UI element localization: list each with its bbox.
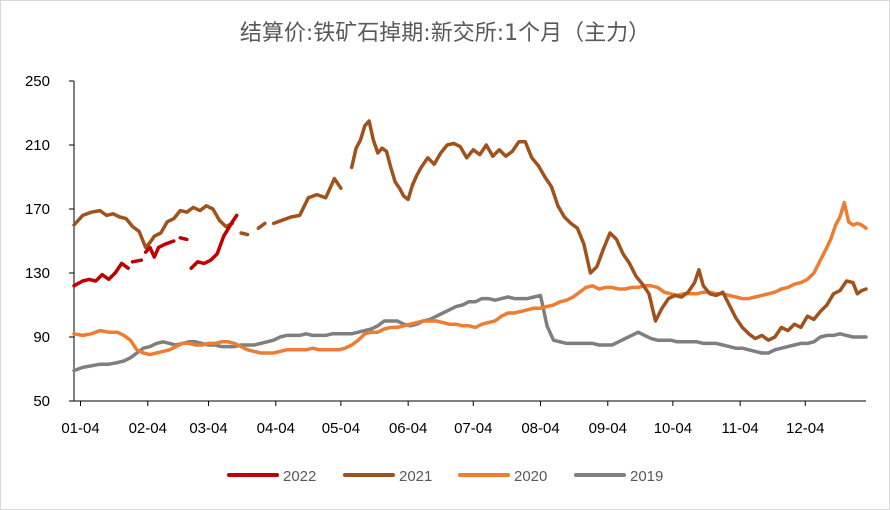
- x-tick-label: 05-04: [322, 420, 360, 437]
- series-line-2021: [349, 119, 868, 342]
- y-tick-label: 250: [25, 73, 50, 90]
- x-tick-label: 02-04: [129, 420, 167, 437]
- x-tick-label: 03-04: [189, 420, 227, 437]
- y-tick-label: 50: [33, 393, 50, 410]
- series-line-2021: [256, 221, 267, 230]
- legend-label-2022: 2022: [283, 468, 316, 485]
- legend-label-2021: 2021: [399, 468, 432, 485]
- legend-label-2020: 2020: [514, 468, 547, 485]
- y-tick-label: 170: [25, 201, 50, 218]
- series-line-2020: [72, 200, 868, 357]
- x-tick-label: 07-04: [454, 420, 492, 437]
- x-tick-label: 12-04: [786, 420, 824, 437]
- legend-label-2019: 2019: [630, 468, 663, 485]
- series-line-2022: [143, 239, 176, 259]
- y-tick-label: 90: [33, 329, 50, 346]
- x-tick-label: 10-04: [654, 420, 692, 437]
- series-line-2021: [72, 204, 235, 250]
- series-line-2022: [72, 261, 130, 288]
- x-tick-label: 09-04: [589, 420, 627, 437]
- series-line-2022: [130, 258, 144, 264]
- x-tick-label: 11-04: [722, 420, 759, 437]
- series-line-2022: [189, 213, 239, 270]
- series-line-2021: [239, 231, 250, 237]
- chart-title: 结算价:铁矿石掉期:新交所:1个月（主力）: [239, 21, 651, 46]
- x-tick-label: 01-04: [61, 420, 99, 437]
- series-line-2022: [178, 236, 189, 242]
- x-tick-label: 08-04: [521, 420, 559, 437]
- y-tick-label: 210: [25, 137, 50, 154]
- y-tick-label: 130: [25, 265, 50, 282]
- series-line-2021: [271, 176, 343, 226]
- x-tick-label: 04-04: [257, 420, 295, 437]
- x-tick-label: 06-04: [389, 420, 427, 437]
